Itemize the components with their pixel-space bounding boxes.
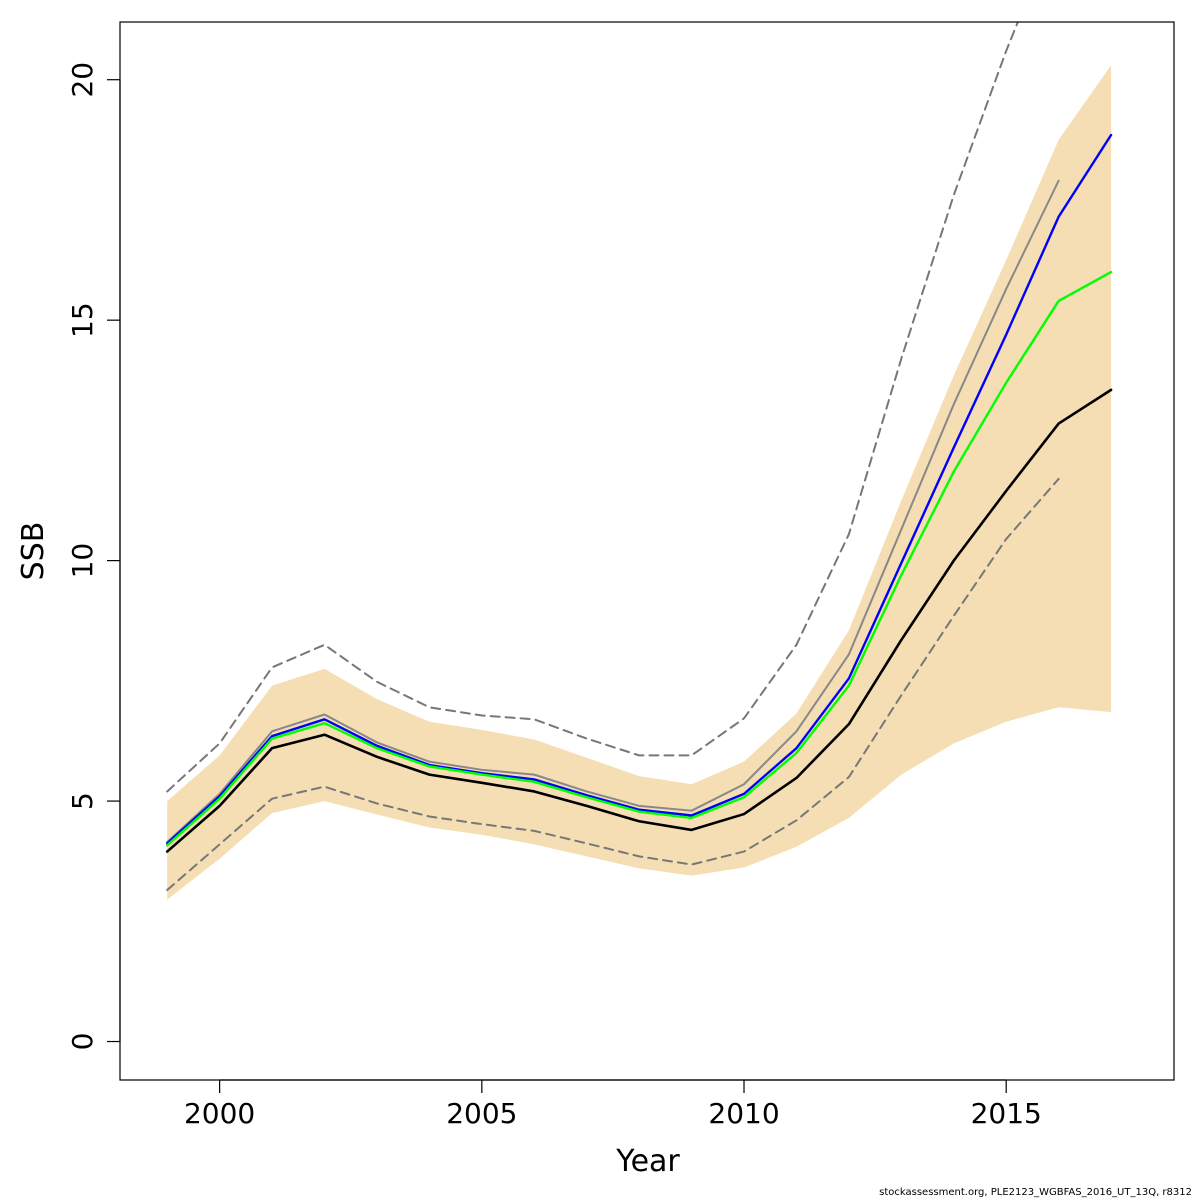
x-axis-title: Year: [615, 1144, 680, 1179]
y-tick-label: 20: [66, 62, 99, 98]
confidence-band-layer: [167, 65, 1112, 900]
x-tick-label: 2015: [971, 1097, 1042, 1130]
series-line-3: [166, 179, 1060, 843]
y-axis: 0 5 10 15 20: [66, 62, 121, 1051]
x-tick-label: 2005: [446, 1097, 517, 1130]
y-tick-label: 10: [66, 543, 99, 579]
confidence-band: [167, 65, 1112, 900]
y-tick-label: 5: [66, 792, 99, 810]
series-line-6: [165, 388, 1113, 853]
y-tick-label: 0: [66, 1033, 99, 1051]
series-line-2: [166, 477, 1060, 892]
source-credit: stockassessment.org, PLE2123_WGBFAS_2016…: [879, 1187, 1192, 1198]
series-layer: [165, 22, 1113, 892]
series-line-4: [165, 133, 1113, 845]
y-tick-label: 15: [66, 302, 99, 338]
x-axis: 2000 2005 2010 2015: [184, 1079, 1042, 1130]
series-line-1: [166, 22, 1019, 793]
x-tick-label: 2000: [184, 1097, 255, 1130]
y-axis-title: SSB: [16, 522, 51, 581]
x-tick-label: 2010: [708, 1097, 779, 1130]
series-line-5: [165, 270, 1113, 847]
